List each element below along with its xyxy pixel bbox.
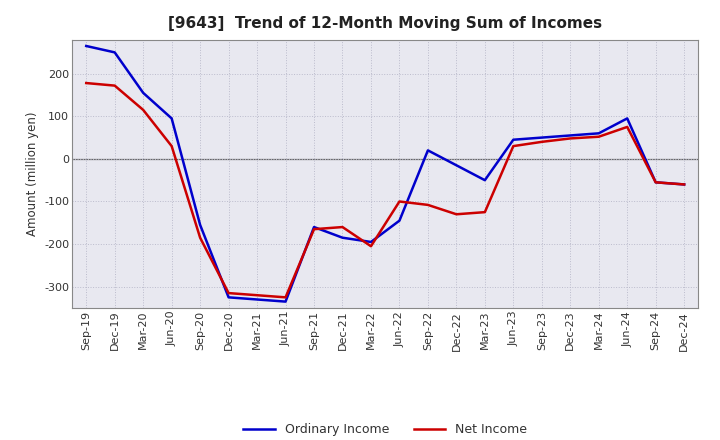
Ordinary Income [595,131,603,136]
Ordinary Income [680,182,688,187]
Ordinary Income [282,299,290,304]
Ordinary Income [366,239,375,245]
Net Income [480,209,489,215]
Net Income [452,212,461,217]
Ordinary Income [310,224,318,230]
Ordinary Income [623,116,631,121]
Net Income [652,180,660,185]
Net Income [139,107,148,113]
Ordinary Income [480,178,489,183]
Ordinary Income [338,235,347,240]
Y-axis label: Amount (million yen): Amount (million yen) [25,112,39,236]
Ordinary Income [395,218,404,224]
Ordinary Income [110,50,119,55]
Ordinary Income [253,297,261,302]
Net Income [110,83,119,88]
Line: Ordinary Income: Ordinary Income [86,46,684,301]
Net Income [537,139,546,144]
Line: Net Income: Net Income [86,83,684,297]
Net Income [566,136,575,141]
Net Income [509,143,518,149]
Net Income [225,290,233,296]
Net Income [310,227,318,232]
Net Income [282,295,290,300]
Net Income [253,293,261,298]
Ordinary Income [139,90,148,95]
Net Income [338,224,347,230]
Ordinary Income [196,222,204,227]
Ordinary Income [537,135,546,140]
Ordinary Income [225,295,233,300]
Net Income [366,244,375,249]
Ordinary Income [167,116,176,121]
Title: [9643]  Trend of 12-Month Moving Sum of Incomes: [9643] Trend of 12-Month Moving Sum of I… [168,16,602,32]
Net Income [196,235,204,240]
Ordinary Income [652,180,660,185]
Net Income [680,182,688,187]
Legend: Ordinary Income, Net Income: Ordinary Income, Net Income [238,418,532,440]
Net Income [423,202,432,208]
Ordinary Income [566,133,575,138]
Net Income [623,124,631,129]
Ordinary Income [452,163,461,168]
Net Income [595,134,603,139]
Ordinary Income [423,148,432,153]
Net Income [167,143,176,149]
Ordinary Income [82,44,91,49]
Net Income [82,81,91,86]
Net Income [395,199,404,204]
Ordinary Income [509,137,518,143]
